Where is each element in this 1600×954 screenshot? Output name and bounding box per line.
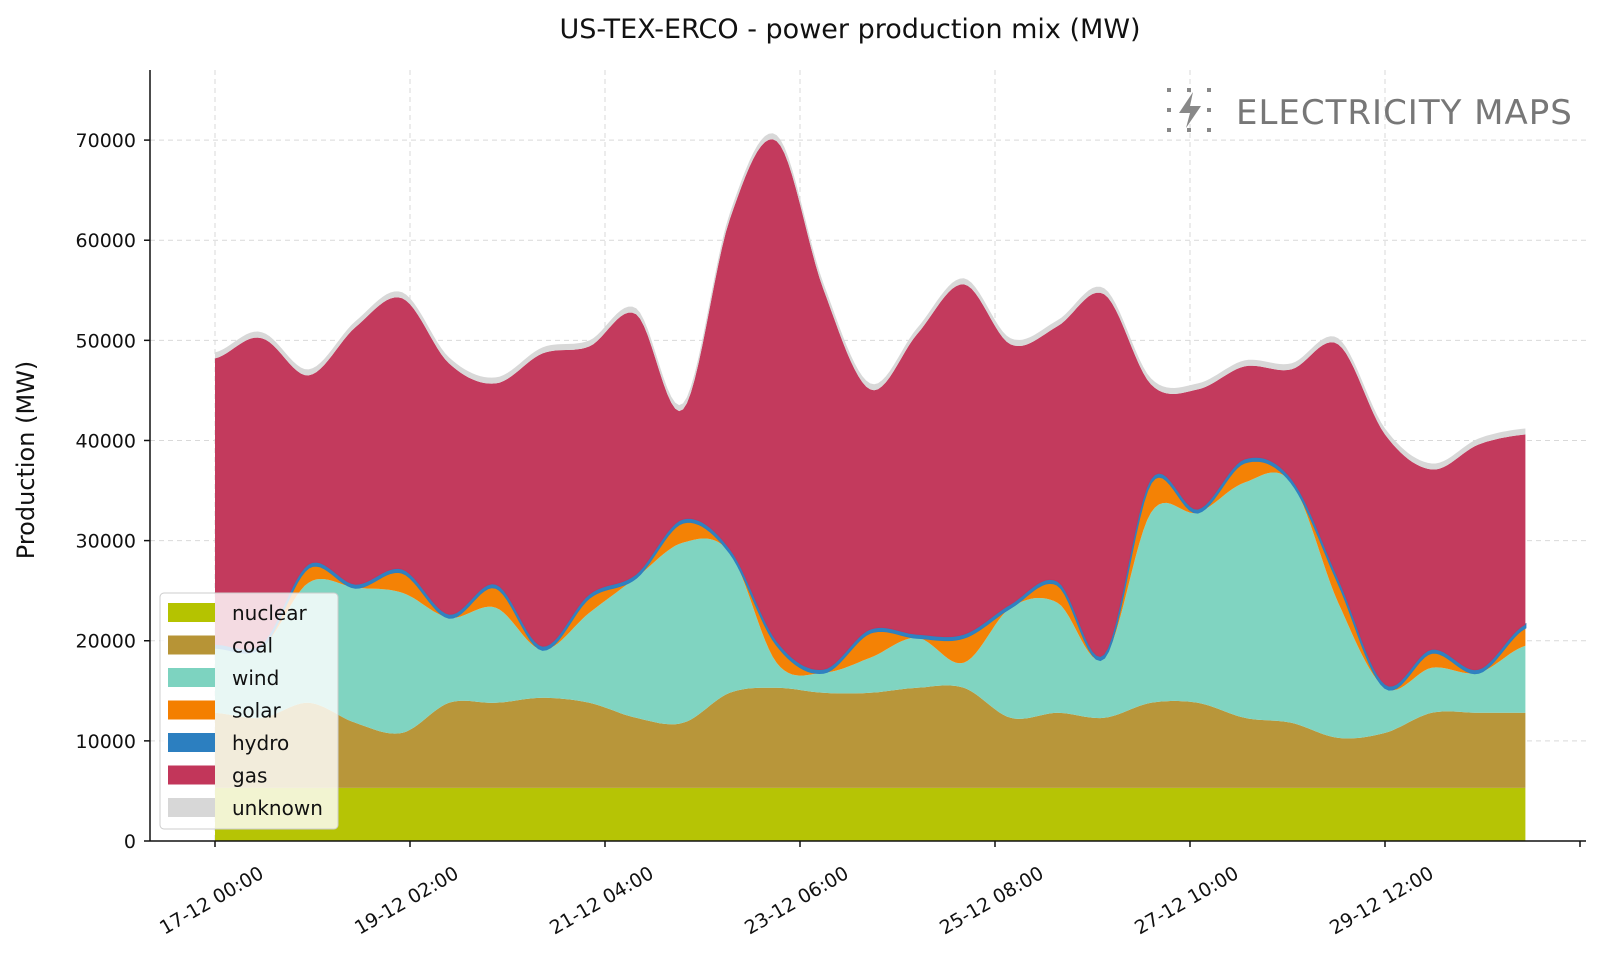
legend-swatch-gas xyxy=(168,765,215,785)
legend-swatch-solar xyxy=(168,700,215,720)
y-tick-label-3: 30000 xyxy=(76,531,136,553)
legend-swatch-unknown xyxy=(168,798,215,817)
electricity-maps-logo: ELECTRICITY MAPS xyxy=(1167,88,1573,133)
area-wind xyxy=(215,472,1526,739)
legend-swatch-wind xyxy=(168,668,215,687)
y-tick-label-5: 50000 xyxy=(76,330,136,352)
y-tick-label-4: 40000 xyxy=(76,430,136,452)
x-tick-label-1: 19-12 02:00 xyxy=(351,862,462,939)
stacked-areas xyxy=(214,133,1527,841)
legend-label-wind: wind xyxy=(232,666,279,690)
y-tick-label-2: 20000 xyxy=(76,631,136,653)
y-tick-label-7: 70000 xyxy=(76,130,136,152)
watermark-text: ELECTRICITY MAPS xyxy=(1236,93,1573,133)
x-tick-label-3: 23-12 06:00 xyxy=(741,862,852,939)
area-gas xyxy=(215,139,1526,687)
axes xyxy=(149,70,1586,842)
x-tick-label-4: 25-12 08:00 xyxy=(936,862,1047,939)
legend-label-unknown: unknown xyxy=(232,796,323,820)
x-tick-label-0: 17-12 00:00 xyxy=(156,862,267,939)
y-tick-label-0: 0 xyxy=(124,831,136,853)
x-tick-label-2: 21-12 04:00 xyxy=(546,862,657,939)
x-tick-label-6: 29-12 12:00 xyxy=(1326,862,1437,939)
area-coal xyxy=(215,685,1526,788)
legend-label-nuclear: nuclear xyxy=(232,601,307,625)
bolt-icon xyxy=(1167,88,1211,132)
legend-swatch-nuclear xyxy=(168,603,215,622)
legend-label-solar: solar xyxy=(232,699,281,723)
legend-label-gas: gas xyxy=(232,764,267,788)
area-solar xyxy=(215,460,1526,691)
y-tick-label-1: 10000 xyxy=(76,731,136,753)
y-tick-label-6: 60000 xyxy=(76,230,136,252)
chart-title: US-TEX-ERCO - power production mix (MW) xyxy=(559,14,1140,45)
y-ticks: 0 10000 20000 30000 40000 50000 60000 70000 xyxy=(76,130,150,853)
legend-label-hydro: hydro xyxy=(232,731,289,755)
legend-label-coal: coal xyxy=(232,634,273,658)
legend-swatch-hydro xyxy=(168,733,215,752)
area-nuclear xyxy=(215,787,1526,841)
x-tick-label-5: 27-12 10:00 xyxy=(1131,862,1242,939)
x-ticks: 17-12 00:00 19-12 02:00 21-12 04:00 23-12 0… xyxy=(156,841,1581,939)
legend: nuclear coal wind solar hydro gas unknown xyxy=(159,592,339,830)
legend-swatch-coal xyxy=(168,635,215,655)
area-unknown xyxy=(215,133,1526,470)
y-axis-label: Production (MW) xyxy=(12,361,40,559)
